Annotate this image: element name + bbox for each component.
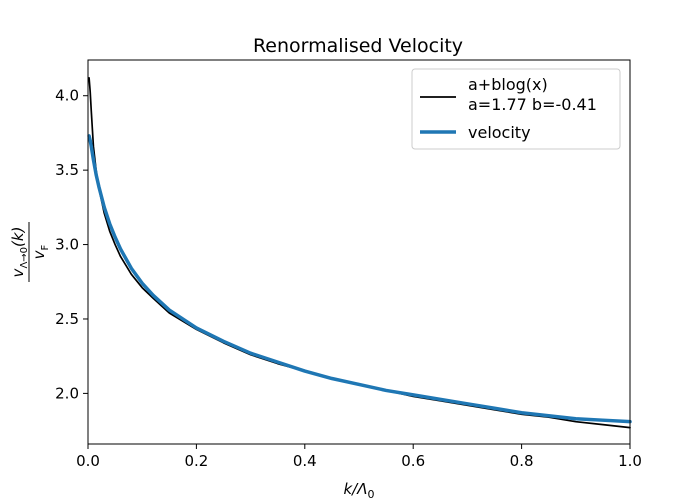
x-axis-label: k/Λ0 — [343, 480, 374, 500]
plot-area — [87, 77, 632, 429]
y-numerator-symbol: v — [9, 267, 27, 277]
legend-label-velocity: velocity — [468, 123, 531, 142]
y-axis: 2.0 2.5 3.0 3.5 4.0 — [55, 87, 88, 402]
x-axis-label-sub: 0 — [368, 488, 375, 500]
x-tick-label: 0.4 — [293, 452, 317, 470]
y-tick-label: 2.5 — [55, 310, 79, 328]
x-axis: 0.0 0.2 0.4 0.6 0.8 1.0 — [76, 444, 642, 470]
legend-box — [411, 68, 621, 150]
y-denominator-sub: F — [40, 244, 51, 250]
y-tick-label: 4.0 — [55, 87, 79, 105]
y-numerator-sub: Λ→0 — [19, 247, 30, 269]
y-axis-label: vΛ→0(k) vF — [9, 222, 51, 282]
x-tick-label: 0.2 — [184, 452, 208, 470]
y-axis-label-numerator: vΛ→0(k) — [9, 227, 30, 278]
y-tick-label: 3.5 — [55, 161, 79, 179]
chart-title: Renormalised Velocity — [253, 35, 463, 57]
legend-label-fit-params: a=1.77 b=-0.41 — [468, 95, 597, 114]
x-tick-label: 0.6 — [401, 452, 425, 470]
series-line-velocity — [87, 134, 632, 424]
legend-label-fit: a+blog(x) — [468, 75, 548, 94]
y-numerator-rest: (k) — [9, 227, 27, 247]
y-tick-label: 2.0 — [55, 384, 79, 402]
x-tick-label: 1.0 — [618, 452, 642, 470]
y-tick-label: 3.0 — [55, 236, 79, 254]
plot-frame — [87, 59, 631, 445]
legend: a+blog(x) a=1.77 b=-0.41 velocity — [411, 68, 621, 150]
x-axis-label-main: k/Λ — [343, 480, 367, 498]
x-tick-label: 0.0 — [76, 452, 100, 470]
y-axis-label-denominator: vF — [30, 244, 51, 259]
x-tick-label: 0.8 — [510, 452, 534, 470]
y-denominator-symbol: v — [30, 249, 48, 259]
